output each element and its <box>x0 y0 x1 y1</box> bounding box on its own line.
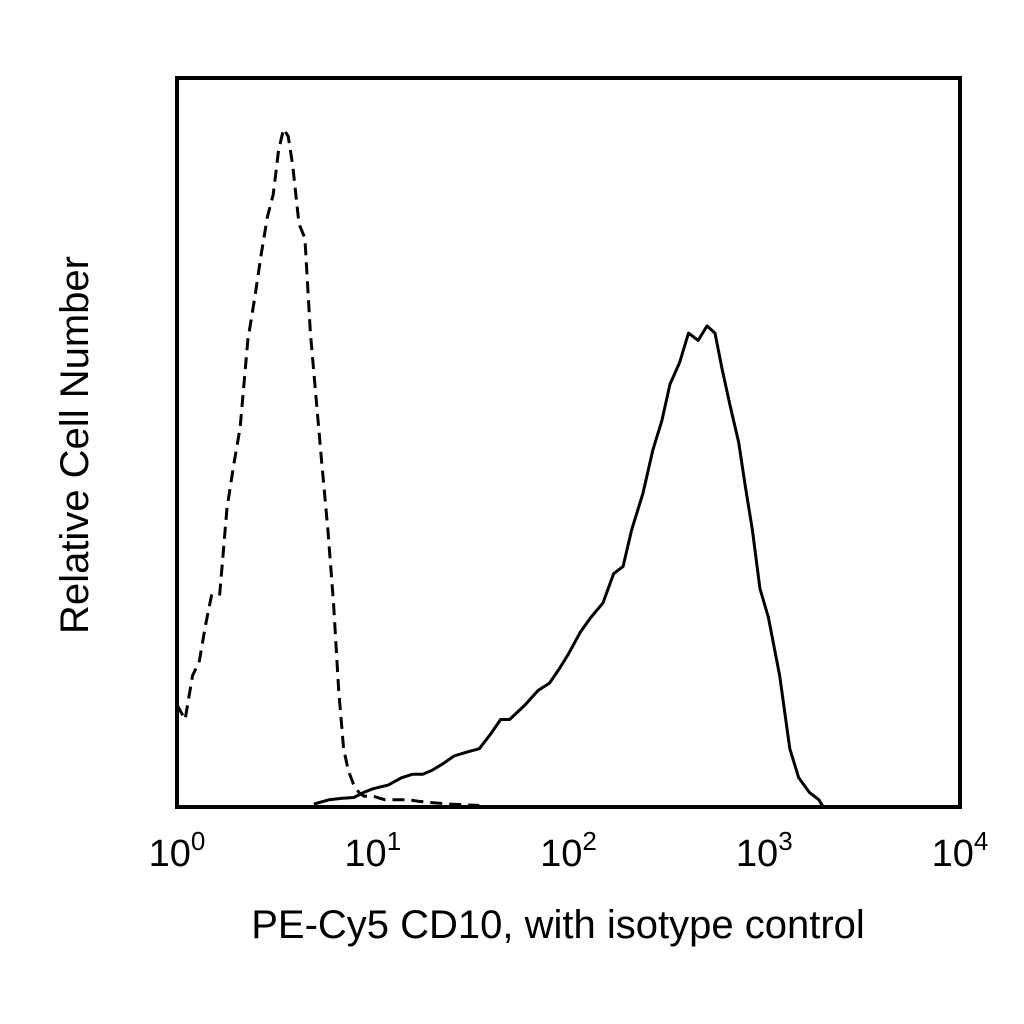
x-tick-labels: 100 101 102 103 104 <box>149 826 989 875</box>
y-axis-label: Relative Cell Number <box>53 256 97 634</box>
x-tick-base: 10 <box>540 833 582 875</box>
x-tick-exponent: 0 <box>191 826 205 856</box>
x-axis-label: PE-Cy5 CD10, with isotype control <box>251 903 865 947</box>
x-tick-label: 103 <box>736 826 793 875</box>
x-tick-base: 10 <box>736 833 778 875</box>
isotype-control-curve <box>175 127 480 807</box>
x-tick-base: 10 <box>932 833 974 875</box>
cd10-stained-curve <box>313 324 825 808</box>
x-tick-label: 104 <box>932 826 989 875</box>
x-tick-exponent: 3 <box>778 826 792 856</box>
plot-frame <box>175 76 962 809</box>
x-tick-exponent: 4 <box>974 826 988 856</box>
x-tick-label: 102 <box>540 826 597 875</box>
x-tick-label: 101 <box>344 826 401 875</box>
x-tick-base: 10 <box>149 833 191 875</box>
x-tick-exponent: 1 <box>387 826 401 856</box>
x-tick-base: 10 <box>344 833 386 875</box>
x-tick-exponent: 2 <box>582 826 596 856</box>
x-tick-label: 100 <box>149 826 206 875</box>
series-layer <box>175 127 825 808</box>
